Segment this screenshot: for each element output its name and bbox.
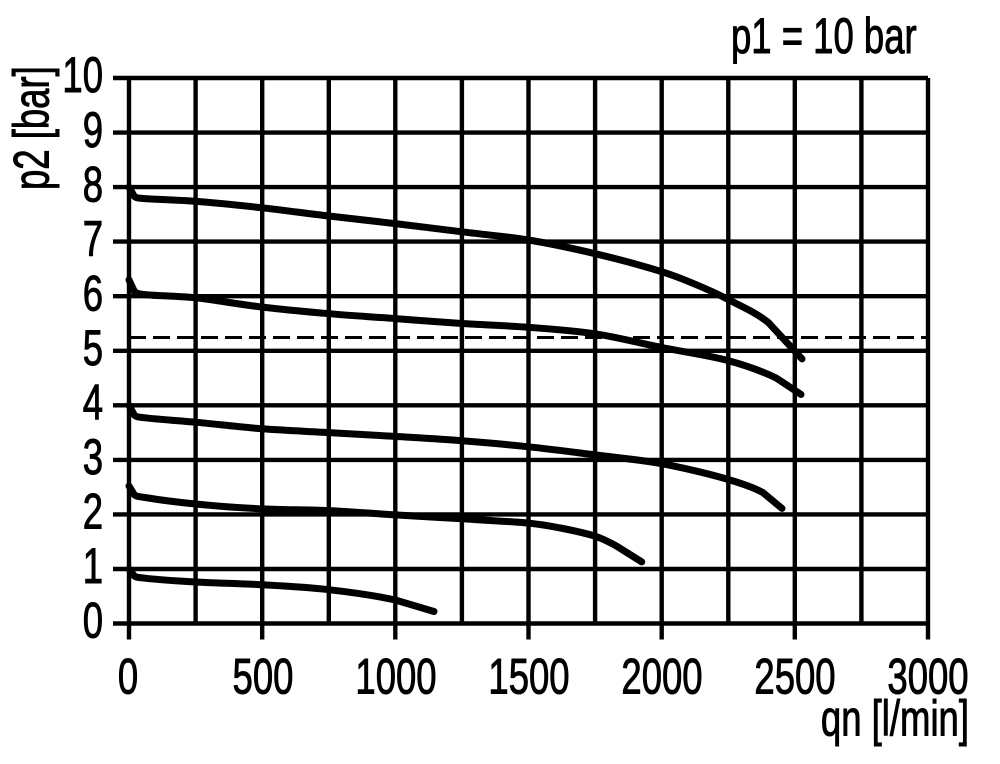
svg-text:10: 10 — [62, 48, 103, 104]
svg-text:0: 0 — [118, 649, 138, 705]
svg-text:8: 8 — [83, 157, 103, 213]
svg-text:500: 500 — [233, 649, 294, 705]
svg-text:6: 6 — [83, 266, 103, 322]
svg-text:2500: 2500 — [754, 649, 835, 705]
svg-text:7: 7 — [83, 211, 103, 267]
svg-text:3000: 3000 — [887, 649, 968, 705]
svg-text:1: 1 — [83, 539, 103, 595]
svg-text:9: 9 — [83, 102, 103, 158]
svg-text:qn [l/min]: qn [l/min] — [821, 691, 969, 747]
svg-text:1500: 1500 — [488, 649, 569, 705]
svg-text:5: 5 — [83, 320, 103, 376]
svg-text:2000: 2000 — [621, 649, 702, 705]
svg-text:2: 2 — [83, 484, 103, 540]
svg-text:p1 = 10 bar: p1 = 10 bar — [731, 8, 917, 64]
svg-text:1000: 1000 — [355, 649, 436, 705]
svg-text:4: 4 — [83, 375, 103, 431]
svg-text:0: 0 — [83, 593, 103, 649]
svg-text:3: 3 — [83, 430, 103, 486]
svg-text:p2 [bar]: p2 [bar] — [4, 66, 60, 190]
